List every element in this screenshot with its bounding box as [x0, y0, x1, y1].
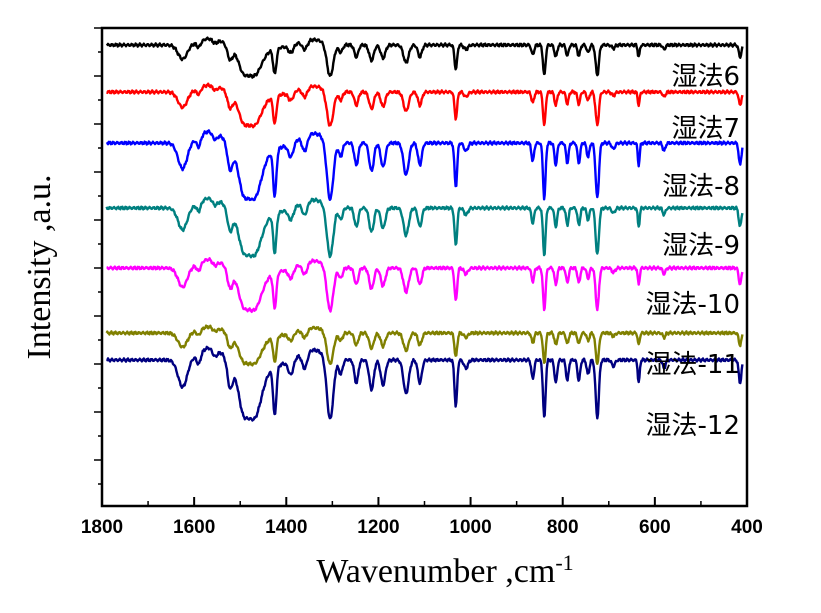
x-tick-label: 1200 — [357, 517, 399, 538]
x-axis-title: Wavenumber ,cm-1 — [316, 550, 573, 590]
ticks-layer: 1800 1600 1400 1200 1000 800 600 400 — [81, 27, 763, 538]
x-axis-title-superscript: -1 — [555, 550, 573, 575]
series-label: 湿法7 — [671, 114, 740, 144]
x-tick-label: 1600 — [173, 517, 215, 538]
series-label: 湿法-11 — [646, 350, 740, 380]
series-label: 湿法-10 — [646, 290, 740, 320]
series-line — [106, 257, 744, 314]
x-tick-label: 1400 — [265, 517, 307, 538]
series-line — [105, 129, 744, 202]
series-label: 湿法-12 — [646, 411, 740, 441]
labels-layer: 湿法6 湿法7 湿法-8 湿法-9 湿法-10 湿法-11 湿法-12 — [646, 62, 740, 441]
x-tick-label: 600 — [639, 517, 671, 538]
series-line — [106, 345, 744, 422]
x-tick-label: 1000 — [449, 517, 491, 538]
series-label: 湿法6 — [671, 62, 740, 92]
series-layer — [105, 36, 744, 422]
series-line — [105, 196, 744, 259]
x-tick-label: 800 — [547, 517, 579, 538]
series-label: 湿法-8 — [662, 172, 740, 202]
series-label: 湿法-9 — [662, 231, 740, 261]
series-line — [105, 324, 744, 367]
series-line — [105, 36, 744, 79]
x-tick-label: 400 — [731, 517, 763, 538]
x-axis-title-main: Wavenumber ,cm — [316, 553, 555, 590]
series-line — [106, 82, 744, 129]
y-axis-title: Intensity ,a.u. — [21, 174, 58, 359]
x-tick-label: 1800 — [81, 517, 123, 538]
